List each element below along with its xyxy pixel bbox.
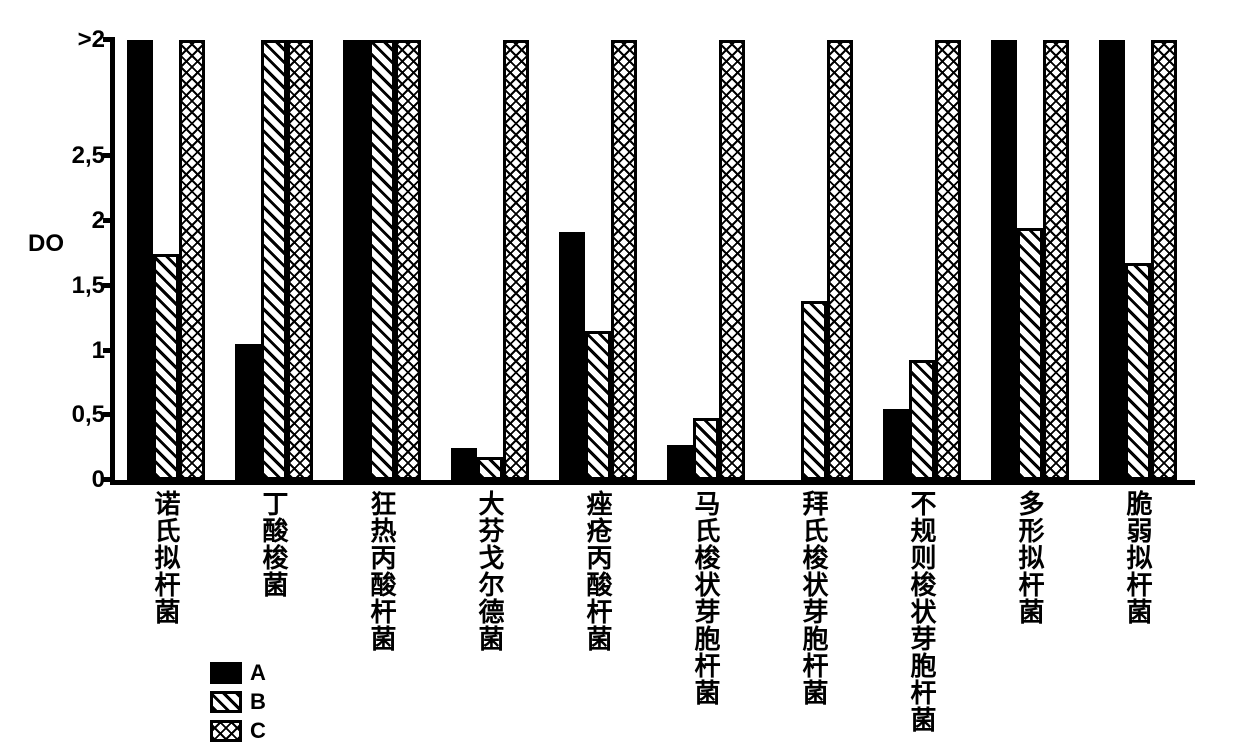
- y-tick-mark: [103, 218, 115, 223]
- bar-A: [559, 232, 585, 480]
- bar-B: [261, 40, 287, 480]
- bar-C: [827, 40, 853, 480]
- x-category-label: 痤疮丙酸杆菌: [580, 490, 617, 652]
- x-category-label: 拜氏梭状芽胞杆菌: [796, 490, 833, 706]
- bar-group: [667, 40, 745, 480]
- bar-B: [801, 301, 827, 480]
- bar-C: [1043, 40, 1069, 480]
- x-category-label: 狂热丙酸杆菌: [364, 490, 401, 652]
- legend-swatch: [210, 720, 242, 742]
- bar-C: [719, 40, 745, 480]
- bar-B: [1125, 263, 1151, 480]
- legend-swatch: [210, 662, 242, 684]
- bar-A: [451, 448, 477, 480]
- bar-group: [451, 40, 529, 480]
- y-tick-mark: [103, 37, 115, 42]
- x-category-label: 马氏梭状芽胞杆菌: [688, 490, 725, 706]
- bar-C: [395, 40, 421, 480]
- bar-group: [559, 40, 637, 480]
- legend-row: B: [210, 689, 266, 715]
- bar-C: [179, 40, 205, 480]
- legend-label: B: [250, 689, 266, 715]
- x-category-label: 不规则梭状芽胞杆菌: [904, 490, 941, 733]
- bar-B: [585, 331, 611, 480]
- legend-label: C: [250, 718, 266, 744]
- bar-C: [503, 40, 529, 480]
- x-category-label: 丁酸梭菌: [256, 490, 293, 598]
- bar-B: [693, 418, 719, 480]
- x-category-label: 脆弱拟杆菌: [1120, 490, 1157, 625]
- bar-B: [477, 457, 503, 480]
- bar-chart: DO 00,511,522,5>2 诺氏拟杆菌 丁酸梭菌 狂热丙酸杆菌 大芬戈尔德菌 痤…: [20, 20, 1220, 735]
- bar-B: [909, 360, 935, 480]
- bar-group: [343, 40, 421, 480]
- bar-C: [287, 40, 313, 480]
- bar-B: [1017, 228, 1043, 480]
- bar-A: [667, 445, 693, 480]
- legend: ABC: [210, 660, 266, 747]
- y-tick-mark: [103, 283, 115, 288]
- y-tick-mark: [103, 477, 115, 482]
- legend-row: C: [210, 718, 266, 744]
- y-axis-title: DO: [28, 230, 64, 258]
- bar-B: [369, 40, 395, 480]
- bar-A: [1099, 40, 1125, 480]
- bar-C: [1151, 40, 1177, 480]
- bar-group: [127, 40, 205, 480]
- bar-C: [611, 40, 637, 480]
- y-tick-mark: [103, 153, 115, 158]
- x-category-label: 诺氏拟杆菌: [148, 490, 185, 625]
- x-category-label: 大芬戈尔德菌: [472, 490, 509, 652]
- legend-row: A: [210, 660, 266, 686]
- x-category-label: 多形拟杆菌: [1012, 490, 1049, 625]
- legend-label: A: [250, 660, 266, 686]
- y-tick-mark: [103, 348, 115, 353]
- y-tick-mark: [103, 412, 115, 417]
- bar-A: [883, 409, 909, 480]
- bar-group: [235, 40, 313, 480]
- plot-area: 00,511,522,5>2: [110, 40, 1195, 485]
- bar-group: [775, 40, 853, 480]
- bar-group: [883, 40, 961, 480]
- bar-B: [153, 254, 179, 480]
- bar-group: [991, 40, 1069, 480]
- bar-group: [1099, 40, 1177, 480]
- bar-C: [935, 40, 961, 480]
- bar-A: [991, 40, 1017, 480]
- bar-A: [235, 344, 261, 480]
- bar-A: [127, 40, 153, 480]
- legend-swatch: [210, 691, 242, 713]
- bar-A: [343, 40, 369, 480]
